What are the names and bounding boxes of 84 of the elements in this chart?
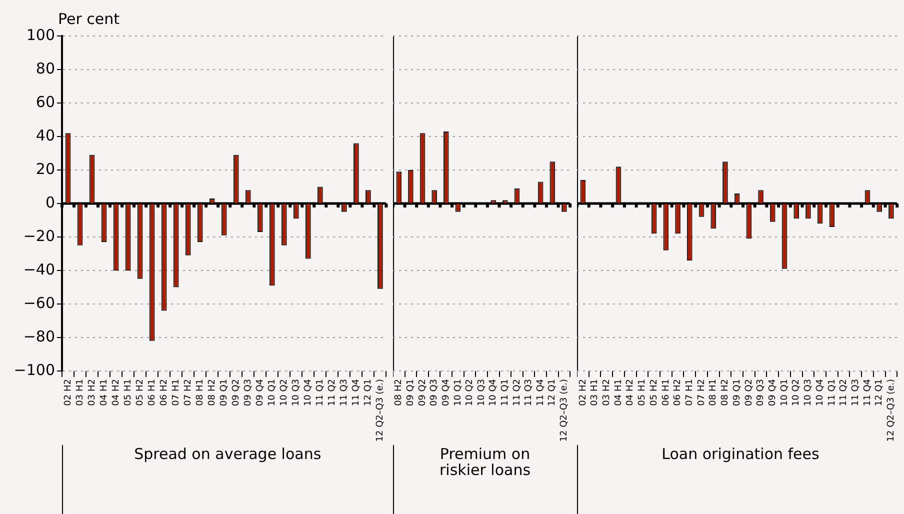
x-tick-label: 04 H1	[99, 379, 110, 406]
y-tick-label: 100	[26, 26, 55, 44]
x-tick-label: 11 Q1	[827, 379, 838, 406]
x-tick-label: 09 Q2	[418, 379, 428, 406]
x-tick-label: 11 Q4	[536, 378, 546, 406]
x-tick-label: 05 H1	[123, 379, 134, 406]
x-tick-label: 10 Q4	[815, 378, 826, 406]
x-tick-label: 09 Q4	[441, 378, 452, 406]
x-tick-label: 11 Q3	[850, 379, 861, 406]
x-tick-label: 09 Q4	[768, 378, 778, 406]
x-tick-label: 11 Q4	[862, 378, 873, 406]
x-tick-label: 10 Q1	[780, 379, 790, 406]
y-tick-label: 80	[36, 59, 55, 78]
x-tick-label: 08 H1	[195, 379, 206, 406]
x-tick-label: 09 Q1	[732, 379, 742, 406]
x-tick-label: 08 H2	[720, 379, 731, 406]
x-tick-label: 10 Q4	[304, 378, 314, 406]
x-tick-label: 09 Q1	[406, 379, 416, 406]
x-tick-label: 12 Q1	[364, 379, 374, 406]
x-axis-title: Spread on average loans	[134, 445, 322, 463]
x-tick-label: 08 H1	[708, 379, 719, 406]
x-axis-title: Loan origination fees	[662, 445, 820, 463]
y-tick-label: 40	[36, 126, 55, 144]
x-tick-label: 12 Q2–Q3 (e.)	[560, 379, 570, 442]
x-tick-label: 09 Q3	[243, 379, 254, 406]
x-tick-label: 11 Q4	[352, 378, 362, 406]
x-tick-label: 11 Q3	[524, 379, 534, 406]
x-tick-label: 07 H1	[171, 379, 182, 406]
x-tick-label: 04 H2	[111, 379, 122, 406]
y-tick-label: 0	[45, 193, 55, 212]
x-tick-label: 10 Q2	[465, 379, 476, 406]
x-tick-label: 10 Q3	[291, 379, 302, 406]
x-axis-title: Premium on riskier loans	[438, 445, 532, 479]
x-tick-label: 10 Q4	[488, 378, 499, 406]
x-tick-label: 12 Q1	[548, 379, 558, 406]
x-tick-label: 10 Q1	[453, 379, 464, 406]
x-tick-label: 06 H2	[159, 379, 170, 406]
x-tick-label: 11 Q1	[316, 379, 326, 406]
y-tick-label: 60	[36, 92, 55, 111]
x-tick-label: 09 Q3	[430, 379, 440, 406]
x-tick-label: 07 H2	[183, 379, 194, 406]
x-tick-label: 05 H2	[135, 379, 146, 406]
x-tick-label: 11 Q2	[839, 379, 850, 406]
x-tick-label: 03 H2	[87, 379, 98, 406]
y-tick-label: −80	[23, 327, 55, 346]
x-tick-label: 09 Q2	[744, 379, 754, 406]
x-tick-label: 04 H1	[614, 379, 624, 406]
x-tick-label: 10 Q2	[792, 379, 802, 406]
x-tick-label: 03 H1	[590, 379, 600, 406]
x-tick-label: 05 H1	[638, 379, 648, 406]
x-tick-label: 12 Q2–Q3 (e.)	[376, 379, 386, 442]
y-tick-label: −100	[14, 360, 55, 379]
x-tick-label: 09 Q1	[219, 379, 230, 406]
y-tick-label: −20	[23, 226, 55, 245]
x-tick-label: 02 H2	[63, 379, 74, 406]
y-tick-label: −60	[23, 294, 55, 312]
x-tick-label: 11 Q3	[340, 379, 350, 406]
x-tick-label: 06 H1	[147, 379, 158, 406]
x-tick-label: 09 Q4	[255, 378, 266, 406]
x-tick-label: 10 Q2	[279, 379, 290, 406]
x-tick-label: 08 H2	[207, 379, 218, 406]
x-tick-label: 04 H2	[626, 379, 636, 406]
x-tick-label: 12 Q1	[874, 379, 885, 406]
x-tick-label: 10 Q3	[804, 379, 814, 406]
x-tick-label: 11 Q1	[500, 379, 511, 406]
x-tick-label: 06 H2	[673, 379, 684, 406]
y-tick-label: −40	[23, 260, 55, 278]
x-tick-label: 03 H2	[602, 379, 612, 406]
y-axis-title: Per cent	[58, 10, 120, 28]
x-tick-label: 11 Q2	[512, 379, 522, 406]
x-tick-label: 09 Q3	[756, 379, 766, 406]
x-tick-label: 05 H2	[649, 379, 660, 406]
x-tick-label: 06 H1	[661, 379, 672, 406]
x-tick-label: 03 H1	[75, 379, 86, 406]
x-tick-label: 11 Q2	[328, 379, 338, 406]
x-tick-label: 02 H2	[578, 379, 588, 406]
x-tick-label: 08 H2	[394, 379, 404, 406]
x-tick-label: 09 Q2	[231, 379, 242, 406]
x-tick-label: 12 Q2–Q3 (e.)	[886, 379, 897, 442]
x-tick-label: 10 Q3	[476, 379, 487, 406]
x-tick-label: 10 Q1	[267, 379, 278, 406]
x-tick-label: 07 H1	[684, 379, 695, 406]
x-tick-label: 07 H2	[696, 379, 707, 406]
y-tick-label: 20	[36, 160, 55, 178]
